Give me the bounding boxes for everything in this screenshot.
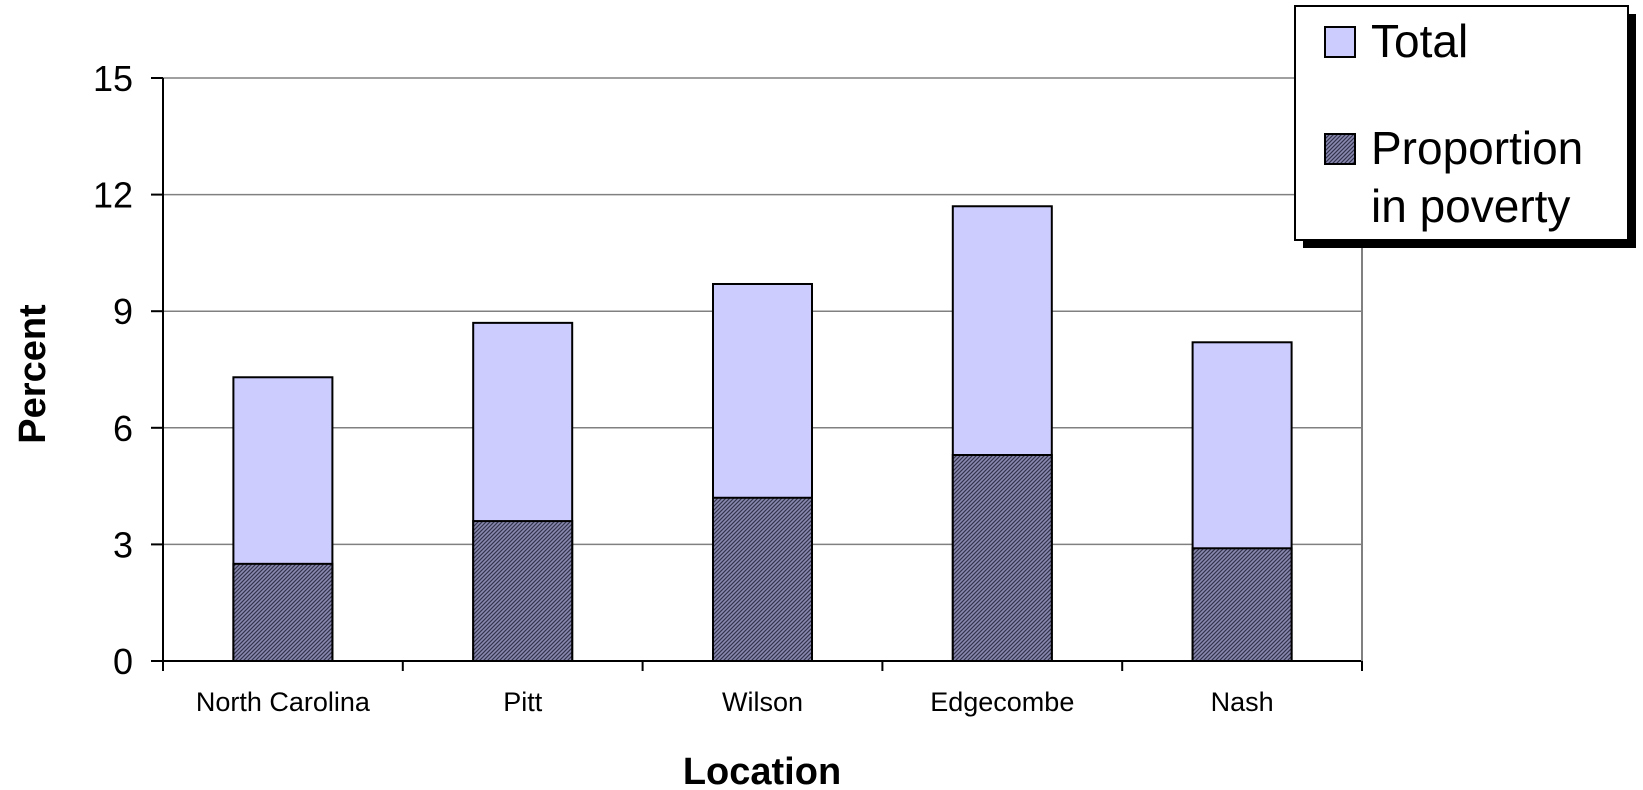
bar-proportion-in-poverty: [951, 454, 1053, 662]
y-ticks: 0 3 6 9 12 15: [93, 58, 163, 682]
legend-label-poverty-line1: Proportion: [1371, 122, 1583, 174]
x-tick-label: North Carolina: [196, 687, 371, 717]
x-tick-label: Wilson: [722, 687, 803, 717]
bar-proportion-in-poverty: [472, 520, 574, 663]
y-tick-label: 12: [93, 175, 133, 216]
y-tick-label: 3: [113, 524, 133, 565]
y-tick-label: 0: [113, 641, 133, 682]
legend-label-poverty-line2: in poverty: [1371, 180, 1570, 232]
x-tick-label: Pitt: [503, 687, 543, 717]
y-axis-title: Percent: [12, 304, 54, 444]
x-ticks: North Carolina Pitt Wilson Edgecombe Nash: [162, 661, 1363, 717]
legend-swatch-poverty: [1324, 133, 1356, 165]
x-axis-title: Location: [683, 751, 841, 790]
y-tick-label: 9: [113, 291, 133, 332]
bar-proportion-in-poverty: [1191, 547, 1293, 663]
legend-swatch-total: [1324, 26, 1356, 58]
bars: [232, 205, 1293, 663]
bar-proportion-in-poverty: [232, 562, 334, 662]
bar-proportion-in-poverty: [712, 496, 813, 663]
y-tick-label: 6: [113, 408, 133, 449]
legend: Total Proportion in poverty: [1294, 5, 1636, 248]
x-tick-label: Edgecombe: [930, 687, 1074, 717]
x-tick-label: Nash: [1211, 687, 1274, 717]
legend-label-total: Total: [1371, 15, 1468, 67]
y-tick-label: 15: [93, 58, 133, 99]
